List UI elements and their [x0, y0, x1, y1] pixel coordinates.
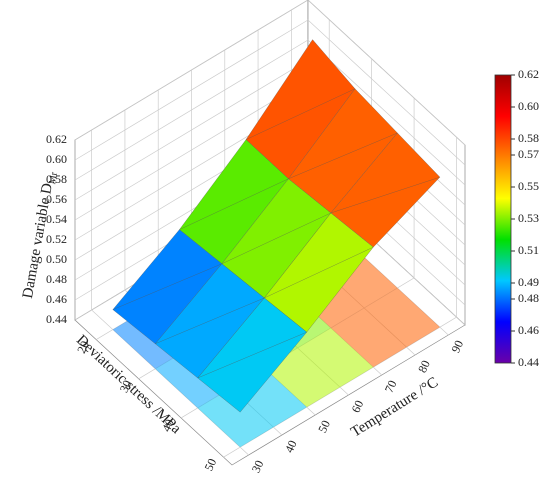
- z-tick-label: 0.50: [46, 252, 67, 266]
- mesh-line: [330, 176, 440, 214]
- colorbar-tick-label: 0.55: [518, 179, 539, 193]
- grid-line: [74, 19, 466, 166]
- colorbar-tick-label: 0.53: [518, 211, 539, 225]
- x-tick-label: 90: [448, 338, 466, 355]
- z-tick-label: 0.56: [46, 192, 67, 206]
- mesh-line: [179, 178, 289, 230]
- x-tick-label: 80: [415, 358, 433, 375]
- x-tick-label: 50: [315, 418, 333, 435]
- y-tick-label: 30: [117, 378, 135, 395]
- x-tick-label: 40: [282, 438, 300, 455]
- z-label-sub: Mr: [47, 171, 60, 186]
- colorbar-tick-label: 0.49: [518, 275, 539, 289]
- z-tick-label: 0.52: [46, 232, 67, 246]
- colorbar-tick-label: 0.58: [518, 131, 539, 145]
- colorbar-tick-label: 0.44: [518, 355, 539, 369]
- mesh-line: [155, 297, 265, 345]
- mesh-line: [245, 88, 356, 140]
- mesh-line: [197, 331, 307, 379]
- floor-projection: [264, 327, 374, 408]
- x-tick-label: 70: [382, 378, 400, 395]
- mesh-line: [221, 212, 331, 265]
- y-tick-label: 40: [159, 417, 177, 434]
- colorbar-tick-label: 0.57: [518, 147, 539, 161]
- x-tick-label: 60: [348, 398, 366, 415]
- mesh-line: [264, 246, 374, 299]
- grid-line: [74, 0, 466, 146]
- x-tick-label: 30: [249, 458, 267, 475]
- mesh-line: [288, 132, 398, 180]
- floor-projection: [197, 367, 307, 448]
- colorbar-tick-label: 0.51: [518, 243, 539, 257]
- y-tick-label: 20: [74, 339, 92, 356]
- z-tick-label: 0.54: [46, 212, 67, 226]
- colorbar-tick-label: 0.60: [518, 99, 539, 113]
- z-tick-label: 0.48: [46, 272, 67, 286]
- floor-projection: [330, 287, 440, 368]
- colorbar: [494, 74, 512, 364]
- z-tick-label: 0.62: [46, 132, 67, 146]
- z-tick-label: 0.60: [46, 152, 67, 166]
- z-tick-label: 0.58: [46, 172, 67, 186]
- colorbar-tick-label: 0.48: [518, 291, 539, 305]
- z-tick-label: 0.44: [46, 312, 67, 326]
- y-tick-label: 50: [202, 456, 220, 473]
- grid-line: [74, 39, 466, 186]
- colorbar-tick-label: 0.46: [518, 323, 539, 337]
- grid-line: [91, 130, 249, 456]
- z-tick-label: 0.46: [46, 292, 67, 306]
- colorbar-tick-label: 0.62: [518, 67, 539, 81]
- mesh-line: [112, 263, 222, 310]
